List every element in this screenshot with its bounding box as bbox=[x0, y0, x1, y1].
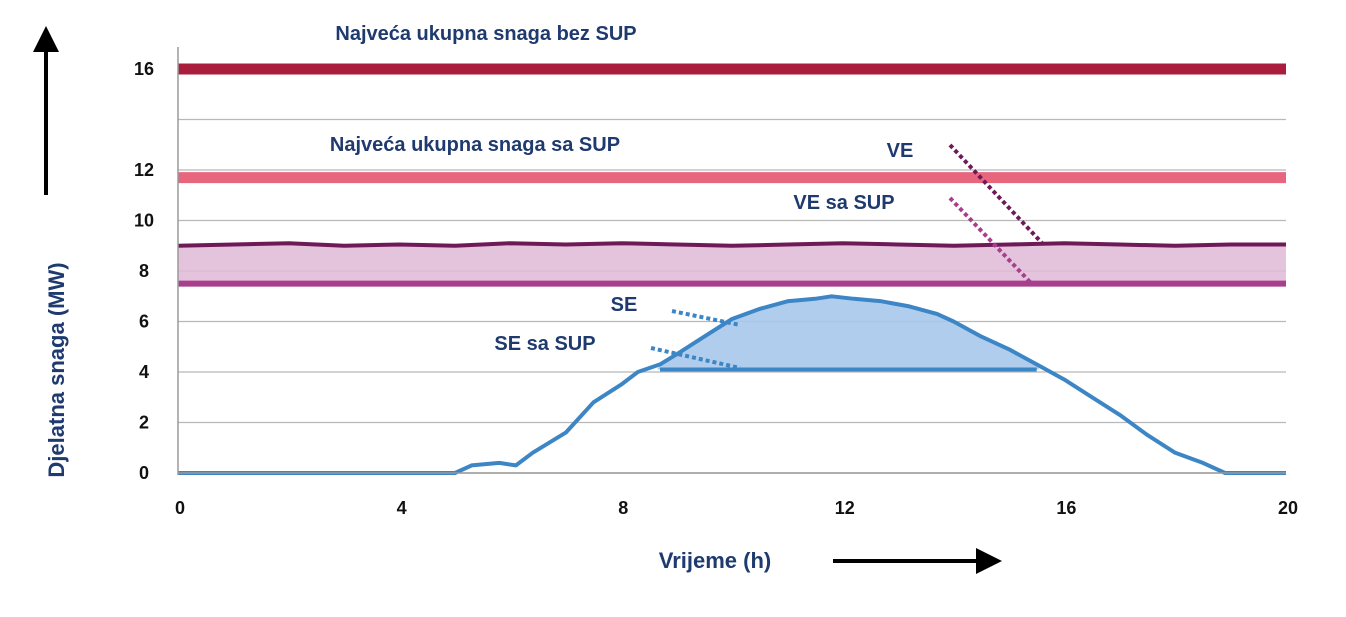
x-tick-label: 20 bbox=[1278, 498, 1298, 518]
se-sa-sup-leader bbox=[650, 346, 741, 370]
annotation-ve-sa-sup: VE sa SUP bbox=[793, 192, 894, 214]
area-fills bbox=[178, 243, 1286, 370]
annotation-ve: VE bbox=[887, 140, 914, 162]
axes bbox=[177, 47, 1286, 475]
ve-line bbox=[177, 241, 1286, 248]
annotation-se-sa-sup: SE sa SUP bbox=[494, 333, 595, 355]
se-line bbox=[178, 294, 1286, 475]
series-lines bbox=[177, 63, 1286, 475]
x-axis-label: Vrijeme (h) bbox=[659, 548, 771, 573]
tick-labels: 0 2 4 6 8 10 12 16 0 4 8 12 16 20 bbox=[134, 59, 1298, 518]
x-axis-arrow bbox=[833, 548, 1002, 574]
x-tick-label: 12 bbox=[835, 498, 855, 518]
ve-leader bbox=[948, 143, 1044, 245]
x-tick-label: 0 bbox=[175, 498, 185, 518]
ve-band-fill bbox=[178, 243, 1286, 284]
annotation-max-sa-sup: Najveća ukupna snaga sa SUP bbox=[330, 134, 620, 156]
y-tick-label: 2 bbox=[139, 413, 149, 433]
y-axis-arrow bbox=[33, 26, 59, 195]
ve-sa-sup-leader bbox=[948, 196, 1032, 284]
x-tick-label: 4 bbox=[397, 498, 407, 518]
y-tick-label: 10 bbox=[134, 211, 154, 231]
annotation-leaders bbox=[650, 143, 1044, 370]
se-peak-fill bbox=[657, 296, 1040, 370]
y-tick-label: 8 bbox=[139, 261, 149, 281]
annotations: Najveća ukupna snaga bez SUP Najveća ukup… bbox=[330, 23, 913, 355]
se-leader bbox=[671, 309, 741, 327]
y-tick-label: 16 bbox=[134, 59, 154, 79]
y-tick-label: 6 bbox=[139, 312, 149, 332]
annotation-max-bez-sup: Najveća ukupna snaga bez SUP bbox=[335, 23, 636, 45]
y-axis-label: Djelatna snaga (MW) bbox=[44, 262, 69, 477]
y-tick-label: 4 bbox=[139, 362, 149, 382]
annotation-se: SE bbox=[611, 294, 638, 316]
y-tick-label: 12 bbox=[134, 160, 154, 180]
y-tick-label: 0 bbox=[139, 463, 149, 483]
x-tick-label: 8 bbox=[618, 498, 628, 518]
x-tick-label: 16 bbox=[1056, 498, 1076, 518]
